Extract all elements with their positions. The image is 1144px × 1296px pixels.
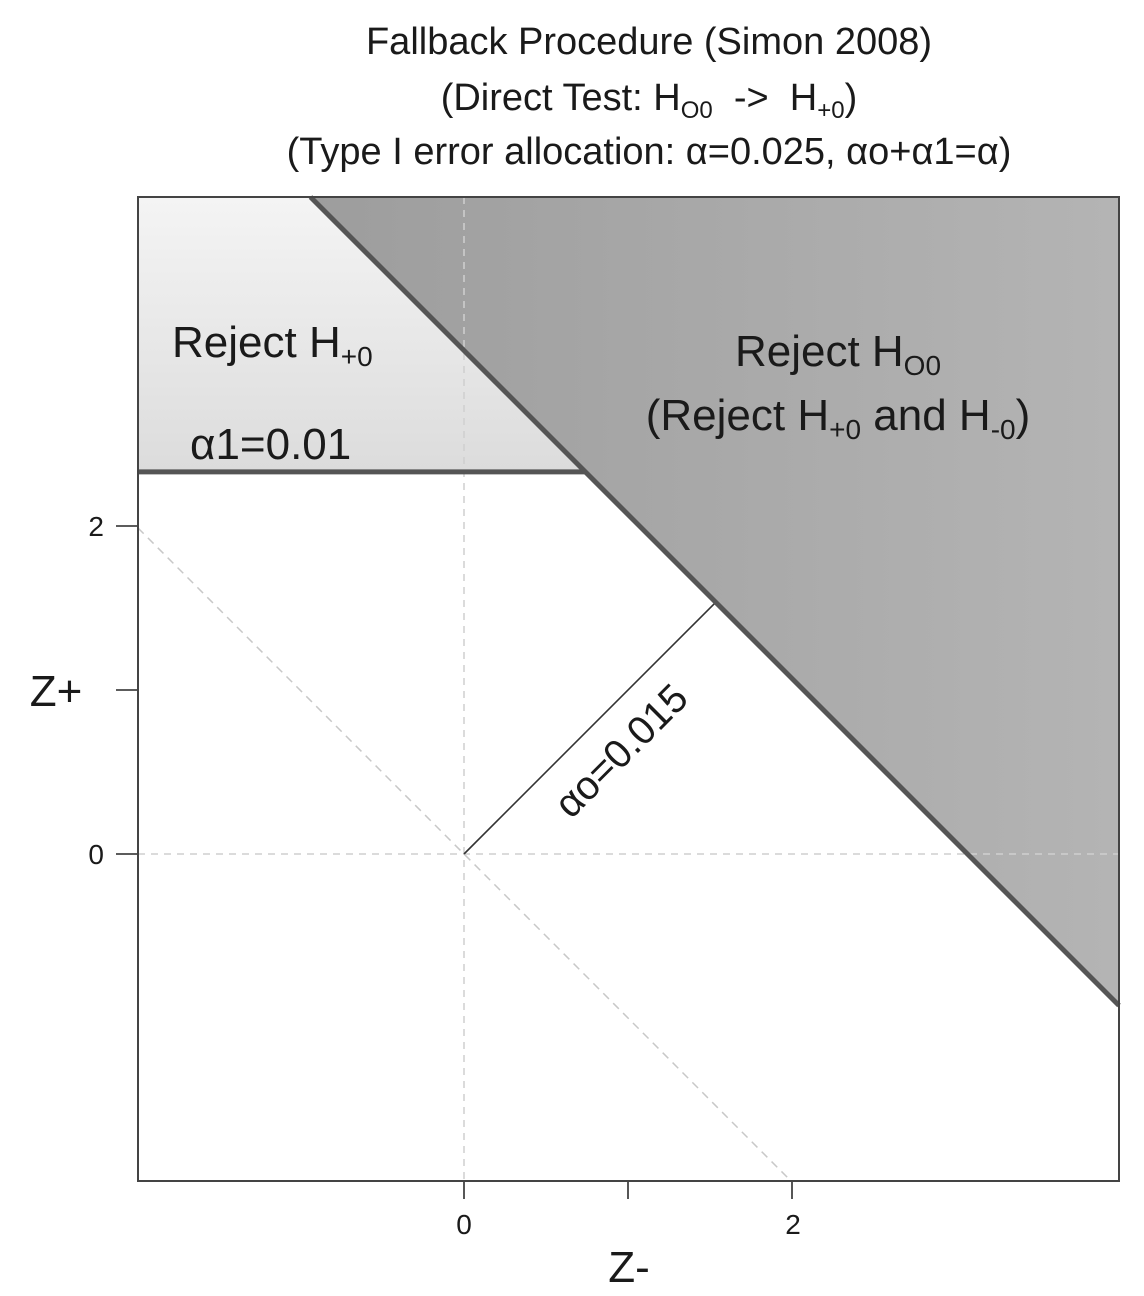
alpha1-label: α1=0.01 — [190, 420, 351, 469]
axis-ticks — [116, 525, 793, 1199]
x-tick-label-0: 0 — [456, 1209, 472, 1240]
x-tick-label-2: 2 — [785, 1209, 801, 1240]
alpha0-label: αo=0.015 — [546, 676, 696, 826]
alpha0-line — [463, 601, 717, 855]
y-axis-label: Z+ — [30, 667, 83, 716]
title-line-1: Fallback Procedure (Simon 2008) — [366, 21, 932, 63]
reject-h-plus-region — [138, 197, 586, 472]
reject-h-plus-label: Reject H+0 — [172, 318, 373, 372]
reject-h-oo-sublabel: (Reject H+0 and H-0) — [646, 391, 1031, 445]
x-axis-label: Z- — [608, 1243, 650, 1292]
reject-h-oo-label: Reject HO0 — [735, 327, 941, 381]
title-line-2: (Direct Test: HO0 -> H+0) — [441, 77, 858, 124]
alpha0-boundary — [308, 195, 1121, 1008]
y-tick-label-2: 2 — [88, 511, 104, 542]
y-tick-label-0: 0 — [88, 839, 104, 870]
title-line-3: (Type I error allocation: α=0.025, αo+α1… — [287, 131, 1012, 173]
